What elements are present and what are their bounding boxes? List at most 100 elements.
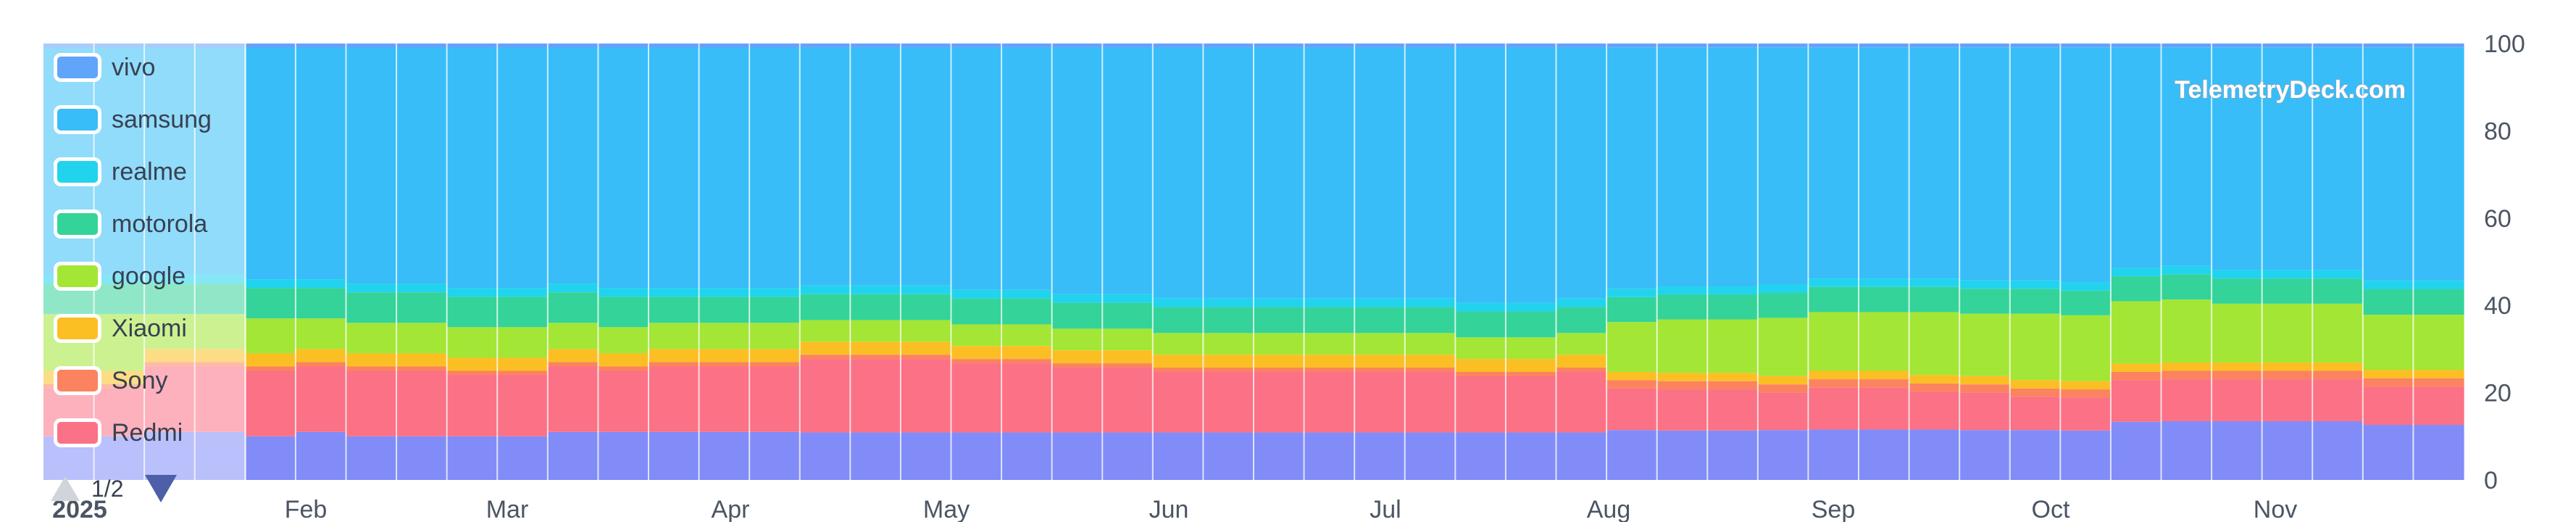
bar-segment-realme-43 — [2161, 265, 2212, 275]
bar-segment-xiaomi-42 — [2110, 363, 2162, 372]
bar-segment-realme-19 — [951, 289, 1002, 299]
bar-segment-xiaomi-37 — [1859, 370, 1910, 380]
bar-segment-motorola-21 — [1051, 302, 1103, 329]
bar-segment-other-12 — [598, 431, 649, 480]
bar-segment-samsung-41 — [2060, 47, 2112, 283]
bar-segment-realme-6 — [295, 279, 347, 289]
bar-segment-vivo-34 — [1707, 44, 1759, 48]
bar-segment-sony-5 — [245, 366, 296, 371]
bar-segment-sony-17 — [850, 355, 901, 360]
bar-segment-google-21 — [1051, 328, 1103, 351]
legend-item-realme[interactable]: realme — [54, 153, 187, 191]
bar-segment-motorola-25 — [1254, 307, 1305, 334]
bar-segment-samsung-47 — [2362, 47, 2414, 281]
bar-segment-motorola-48 — [2413, 289, 2464, 315]
legend-item-vivo[interactable]: vivo — [54, 49, 155, 86]
bar-segment-realme-5 — [245, 279, 296, 289]
bar-segment-vivo-38 — [1909, 44, 1960, 48]
bar-segment-motorola-32 — [1606, 297, 1658, 323]
bar-segment-redmi-36 — [1808, 387, 1859, 430]
bar-segment-other-9 — [446, 436, 498, 480]
bar-segment-vivo-31 — [1556, 44, 1607, 48]
legend-item-motorola[interactable]: motorola — [54, 205, 207, 243]
bar-segment-other-11 — [547, 431, 599, 480]
bar-segment-xiaomi-22 — [1102, 350, 1154, 364]
bar-segment-samsung-2 — [93, 48, 145, 276]
bar-segment-xiaomi-36 — [1808, 370, 1859, 380]
bar-segment-xiaomi-17 — [850, 341, 901, 355]
legend-swatch-vivo — [54, 53, 101, 82]
bar-segment-vivo-21 — [1051, 44, 1103, 48]
bar-segment-realme-11 — [547, 283, 599, 293]
bar-segment-vivo-6 — [295, 44, 347, 49]
bar-segment-xiaomi-23 — [1152, 355, 1204, 368]
bar-segment-google-37 — [1859, 312, 1910, 371]
bar-segment-google-14 — [699, 323, 750, 349]
bar-segment-sony-15 — [749, 362, 801, 367]
bar-segment-redmi-17 — [850, 359, 901, 433]
bar-segment-redmi-43 — [2161, 379, 2212, 421]
bar-segment-other-2 — [93, 436, 145, 480]
bar-segment-samsung-4 — [194, 48, 246, 276]
bar-segment-google-19 — [951, 324, 1002, 347]
bar-segment-sony-27 — [1354, 368, 1406, 372]
bar-segment-realme-38 — [1909, 278, 1960, 287]
bar-segment-sony-2 — [93, 384, 145, 389]
legend-item-sony[interactable]: Sony — [54, 362, 168, 399]
bar-segment-xiaomi-26 — [1304, 355, 1355, 368]
bar-segment-sony-28 — [1404, 368, 1456, 372]
bar-segment-motorola-39 — [1959, 289, 2011, 314]
bar-segment-sony-36 — [1808, 379, 1859, 388]
bar-segment-realme-23 — [1152, 298, 1204, 307]
legend-prev-arrow-icon[interactable] — [51, 476, 80, 501]
legend-item-google[interactable]: google — [54, 257, 186, 295]
bar-segment-other-40 — [2009, 430, 2061, 480]
legend-item-samsung[interactable]: samsung — [54, 101, 212, 138]
bar-segment-google-18 — [900, 320, 952, 342]
bar-segment-xiaomi-6 — [295, 349, 347, 362]
bar-segment-realme-26 — [1304, 298, 1355, 307]
bar-segment-samsung-21 — [1051, 47, 1103, 294]
bar-segment-realme-27 — [1354, 298, 1406, 307]
bar-segment-sony-8 — [396, 366, 448, 371]
bar-segment-sony-40 — [2009, 388, 2061, 397]
bar-segment-other-22 — [1102, 432, 1154, 480]
bar-segment-sony-38 — [1909, 383, 1960, 392]
bar-segment-google-7 — [346, 323, 397, 354]
bar-segment-realme-40 — [2009, 280, 2061, 289]
bar-segment-sony-32 — [1606, 380, 1658, 389]
bar-segment-realme-24 — [1203, 298, 1254, 307]
bar-segment-realme-10 — [497, 288, 549, 297]
bar-segment-realme-18 — [900, 285, 952, 294]
bar-segment-xiaomi-32 — [1606, 371, 1658, 381]
bar-segment-realme-44 — [2212, 270, 2263, 279]
bar-segment-motorola-15 — [749, 297, 801, 323]
bar-segment-samsung-28 — [1404, 47, 1456, 299]
bar-segment-google-31 — [1556, 333, 1607, 355]
bar-segment-motorola-44 — [2212, 278, 2263, 304]
legend-label-vivo: vivo — [112, 53, 156, 81]
bar-segment-motorola-37 — [1859, 286, 1910, 312]
bar-segment-google-10 — [497, 327, 549, 358]
bar-segment-xiaomi-41 — [2060, 381, 2112, 390]
x-tick-label-sep: Sep — [1812, 496, 1856, 522]
y-tick-label-0: 0 — [2484, 467, 2498, 494]
bar-segment-samsung-14 — [699, 48, 750, 289]
bar-segment-redmi-4 — [194, 366, 246, 432]
bar-segment-redmi-45 — [2262, 379, 2313, 421]
legend-item-xiaomi[interactable]: Xiaomi — [54, 310, 187, 347]
bar-segment-motorola-26 — [1304, 307, 1355, 334]
legend-next-arrow-icon[interactable] — [145, 475, 178, 502]
bar-segment-xiaomi-18 — [900, 341, 952, 355]
bar-segment-sony-21 — [1051, 363, 1103, 368]
bar-segment-xiaomi-3 — [144, 349, 196, 362]
bar-segment-google-44 — [2212, 303, 2263, 362]
bar-segment-redmi-30 — [1505, 376, 1557, 433]
separators-layer — [93, 44, 2414, 480]
bar-segment-sony-24 — [1203, 368, 1254, 372]
legend-item-redmi[interactable]: Redmi — [54, 414, 183, 452]
bar-segment-redmi-48 — [2413, 386, 2464, 426]
bar-segment-google-34 — [1707, 319, 1759, 373]
bar-segment-vivo-18 — [900, 44, 952, 48]
bar-segment-xiaomi-24 — [1203, 355, 1254, 368]
